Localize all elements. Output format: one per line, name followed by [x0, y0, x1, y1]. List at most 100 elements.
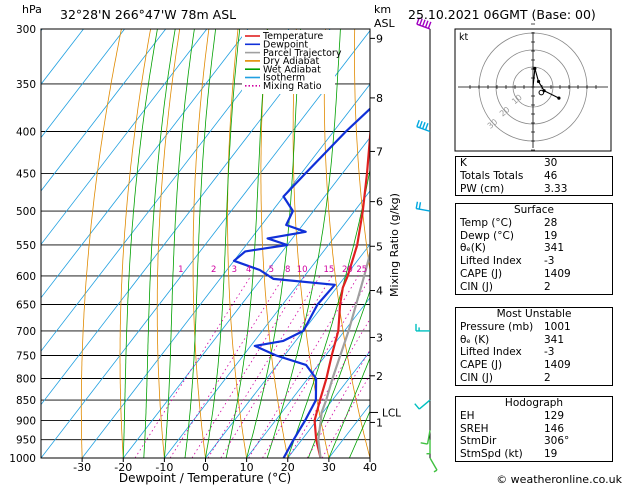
table-row: K 30 — [456, 157, 612, 170]
table-row: Lifted Index -3 — [456, 255, 612, 268]
dry-adiabat-line — [617, 29, 629, 458]
row-value: 1409 — [544, 359, 571, 372]
hodograph-unit: kt — [459, 32, 469, 43]
pressure-tick-label: 650 — [16, 300, 36, 312]
series-dewpoint — [232, 107, 370, 458]
pressure-tick-label: 400 — [16, 127, 36, 139]
table-row: CIN (J) 2 — [456, 372, 612, 385]
wind-barb — [416, 17, 432, 30]
legend-label: Isotherm — [263, 73, 305, 84]
mixing-ratio-label: 4 — [246, 265, 251, 275]
row-value: 30 — [544, 157, 558, 169]
dry-adiabat-line — [156, 29, 181, 458]
row-label: CIN (J) — [460, 371, 493, 384]
row-label: SREH — [460, 422, 489, 435]
table-row: Pressure (mb) 1001 — [456, 321, 612, 334]
pressure-tick-label: 600 — [16, 271, 36, 283]
km-tick-label: 4 — [376, 285, 383, 298]
series-temperature — [313, 127, 370, 458]
index-table: K 30 Totals Totals 46 PW (cm) 3.33 — [455, 156, 613, 197]
row-label: θₑ (K) — [460, 333, 490, 346]
km-tick-label: 5 — [376, 240, 383, 253]
most-unstable-table: Most Unstable Pressure (mb) 1001 θₑ (K) 341 L… — [455, 307, 613, 386]
row-label: StmDir — [460, 435, 497, 448]
wind-barb-half-flag — [433, 469, 438, 473]
datetime-label: 25.10.2021 06GMT (Base: 00) — [408, 7, 596, 22]
table-row: Lifted Index -3 — [456, 346, 612, 359]
series-parcel-trajectory — [317, 249, 370, 458]
mixing-ratio-label: 20 — [342, 265, 353, 275]
km-tick-label: 2 — [376, 370, 383, 383]
table-title: Most Unstable — [496, 308, 572, 320]
row-value: 1001 — [544, 320, 571, 333]
table-row: StmSpd (kt) 19 — [456, 448, 612, 461]
wet-adiabat-line — [307, 289, 370, 458]
wind-barb — [415, 201, 431, 212]
legend-label: Dry Adiabat — [263, 56, 320, 67]
dry-adiabat-line — [119, 29, 151, 458]
wet-adiabat-line — [164, 29, 195, 458]
row-value: -3 — [544, 255, 555, 268]
wind-barb-shaft — [416, 23, 431, 30]
mixing-ratio-line — [248, 275, 359, 458]
wind-barb — [414, 399, 431, 410]
hodograph-point — [533, 66, 537, 71]
hodograph-point — [536, 79, 541, 84]
row-label: Lifted Index — [460, 346, 522, 359]
pressure-tick-label: 950 — [16, 435, 36, 447]
x-tick-label: 0 — [202, 461, 209, 474]
wind-barb-shaft — [429, 457, 438, 471]
row-label: Temp (°C) — [460, 216, 513, 229]
dry-adiabat-line — [227, 29, 247, 458]
height-unit: km — [374, 3, 391, 16]
table-row: CIN (J) 2 — [456, 281, 612, 294]
wind-barb-flag — [419, 18, 423, 26]
table-row: EH 129 — [456, 410, 612, 423]
row-label: CAPE (J) — [460, 267, 503, 280]
table-row: Temp (°C) 28 — [456, 217, 612, 230]
pressure-tick-label: 500 — [16, 206, 36, 218]
mixing-ratio-label: 1 — [178, 265, 183, 275]
wet-adiabat-line — [122, 29, 158, 458]
row-value: 341 — [544, 333, 565, 346]
lcl-label: LCL — [382, 407, 401, 419]
row-value: 46 — [544, 169, 558, 182]
wind-barb — [429, 457, 438, 473]
table-row: CAPE (J) 1409 — [456, 268, 612, 281]
mixing-ratio-label: 5 — [269, 265, 274, 275]
isotherm-line — [246, 297, 370, 458]
wet-adiabat-line — [287, 167, 370, 458]
x-tick-label: 40 — [363, 461, 377, 474]
row-label: Pressure (mb) — [460, 320, 534, 333]
table-row: Dewp (°C) 19 — [456, 230, 612, 243]
height-ref: ASL — [374, 17, 396, 30]
km-tick-label: 3 — [376, 331, 383, 344]
pressure-tick-label: 900 — [16, 415, 36, 427]
x-axis-label: Dewpoint / Temperature (°C) — [119, 471, 291, 485]
pressure-tick-label: 1000 — [9, 453, 36, 465]
mixing-ratio-line — [134, 275, 252, 458]
km-tick-label: 8 — [376, 92, 383, 105]
mixing-ratio-line — [169, 275, 285, 458]
row-value: 1409 — [544, 267, 571, 280]
mixing-ratio-label: 10 — [297, 265, 308, 275]
isotherm-line — [41, 29, 167, 192]
table-title: Hodograph — [504, 397, 564, 409]
isotherm-line — [287, 350, 370, 458]
table-row: SREH 146 — [456, 423, 612, 436]
wind-barb — [415, 323, 430, 332]
km-tick-label: 6 — [376, 196, 383, 209]
km-tick-label: 7 — [376, 145, 383, 158]
isotherm-line — [164, 190, 370, 458]
isotherm-line — [81, 83, 370, 458]
hodograph-table: Hodograph EH 129 SREH 146 StmDir 306° StmSpd (k… — [455, 396, 613, 462]
wind-barb-shaft — [418, 399, 431, 410]
wind-barb-flag — [420, 442, 428, 445]
row-label: PW (cm) — [460, 182, 505, 195]
mixing-ratio-label: 25 — [356, 265, 367, 275]
row-value: 3.33 — [544, 182, 568, 195]
wind-barb-shaft — [416, 126, 431, 133]
wind-barb-flag — [419, 120, 423, 129]
row-label: K — [460, 157, 467, 169]
